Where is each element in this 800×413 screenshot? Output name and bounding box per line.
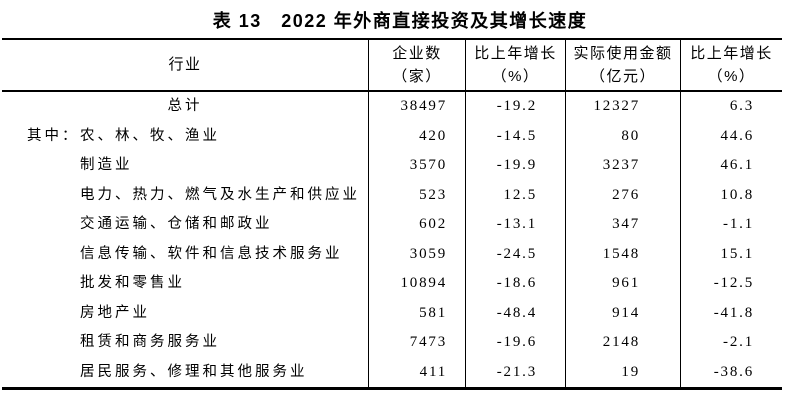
header-amount-growth-label: 比上年增长 [690, 44, 773, 62]
industry-cell: 总计 [2, 92, 368, 122]
header-enterprises-growth-unit: （%） [491, 68, 540, 85]
header-enterprises: 企业数 （家） [368, 40, 465, 90]
industry-cell: 居民服务、修理和其他服务业 [2, 358, 368, 388]
industry-label: 居民服务、修理和其他服务业 [80, 363, 308, 380]
fdi-statistics-table: 行业 企业数 （家） 比上年增长 （%） 实际使用金额 （亿元） 比上年增长 （… [2, 38, 782, 390]
enterprises-value: 411 [368, 357, 465, 387]
industry-cell: 租赁和商务服务业 [2, 328, 368, 358]
enterprises-value: 3570 [368, 151, 465, 181]
amount-growth-value: -41.8 [680, 298, 782, 328]
table-row: 交通运输、仓储和邮政业 602 -13.1 347 -1.1 [2, 210, 782, 240]
industry-cell: 交通运输、仓储和邮政业 [2, 210, 368, 240]
table-row: 居民服务、修理和其他服务业 411 -21.3 19 -38.6 [2, 357, 782, 388]
amount-growth-value: -2.1 [680, 328, 782, 358]
table-title-bar: 表 13 2022 年外商直接投资及其增长速度 [0, 0, 800, 38]
amount-value: 276 [565, 180, 680, 210]
industry-label: 租赁和商务服务业 [80, 334, 220, 350]
amount-growth-value: 44.6 [680, 121, 782, 151]
enterprises-growth-value: 12.5 [465, 180, 565, 210]
table-row: 租赁和商务服务业 7473 -19.6 2148 -2.1 [2, 328, 782, 358]
industry-cell: 制造业 [2, 151, 368, 181]
industry-cell: 电力、热力、燃气及水生产和供应业 [2, 181, 368, 211]
amount-value: 961 [565, 269, 680, 299]
industry-label: 信息传输、软件和信息技术服务业 [80, 245, 343, 262]
table-row: 制造业 3570 -19.9 3237 46.1 [2, 151, 782, 181]
enterprises-value: 7473 [368, 328, 465, 358]
amount-growth-value: -1.1 [680, 210, 782, 240]
table-row: 房地产业 581 -48.4 914 -41.8 [2, 298, 782, 329]
industry-label: 批发和零售业 [80, 275, 185, 291]
industry-label: 电力、热力、燃气及水生产和供应业 [80, 186, 360, 203]
enterprises-value: 10894 [368, 269, 465, 299]
enterprises-value: 523 [368, 180, 465, 210]
table-row: 其中：农、林、牧、渔业 420 -14.5 80 44.6 [2, 121, 782, 152]
amount-value: 914 [565, 298, 680, 328]
header-enterprises-unit: （家） [392, 68, 442, 85]
enterprises-growth-value: -24.5 [465, 239, 565, 269]
amount-value: 12327 [565, 92, 680, 122]
enterprises-growth-value: -19.9 [465, 151, 565, 181]
industry-cell: 信息传输、软件和信息技术服务业 [2, 240, 368, 270]
table-row: 批发和零售业 10894 -18.6 961 -12.5 [2, 269, 782, 299]
header-amount-growth: 比上年增长 （%） [680, 40, 782, 90]
amount-value: 3237 [565, 151, 680, 181]
table-title: 表 13 2022 年外商直接投资及其增长速度 [212, 11, 588, 31]
amount-growth-value: -12.5 [680, 269, 782, 299]
amount-value: 1548 [565, 239, 680, 269]
enterprises-value: 602 [368, 210, 465, 240]
amount-growth-value: 10.8 [680, 180, 782, 210]
enterprises-value: 581 [368, 298, 465, 328]
header-industry-label: 行业 [168, 56, 202, 74]
amount-value: 2148 [565, 328, 680, 358]
enterprises-growth-value: -18.6 [465, 269, 565, 299]
industry-cell: 其中：农、林、牧、渔业 [2, 122, 368, 152]
industry-label: 制造业 [80, 157, 133, 173]
enterprises-growth-value: -19.6 [465, 328, 565, 358]
amount-growth-value: -38.6 [680, 357, 782, 387]
table-row: 电力、热力、燃气及水生产和供应业 523 12.5 276 10.8 [2, 180, 782, 211]
enterprises-value: 3059 [368, 239, 465, 269]
enterprises-growth-value: -14.5 [465, 121, 565, 151]
enterprises-growth-value: -48.4 [465, 298, 565, 328]
header-amount-growth-unit: （%） [707, 68, 756, 85]
amount-growth-value: 46.1 [680, 151, 782, 181]
industry-cell: 批发和零售业 [2, 269, 368, 299]
enterprises-growth-value: -21.3 [465, 357, 565, 387]
header-enterprises-growth: 比上年增长 （%） [465, 40, 565, 90]
amount-value: 80 [565, 121, 680, 151]
row-prefix: 其中： [27, 127, 80, 144]
header-amount-unit: （亿元） [589, 68, 656, 85]
amount-value: 19 [565, 357, 680, 387]
header-enterprises-growth-label: 比上年增长 [474, 44, 557, 62]
header-amount-label: 实际使用金额 [573, 44, 673, 62]
industry-label: 总计 [167, 98, 203, 114]
industry-label: 农、林、牧、渔业 [80, 127, 220, 144]
industry-cell: 房地产业 [2, 299, 368, 329]
amount-value: 347 [565, 210, 680, 240]
table-row: 总计 38497 -19.2 12327 6.3 [2, 92, 782, 122]
enterprises-value: 38497 [368, 92, 465, 122]
header-enterprises-label: 企业数 [392, 44, 442, 62]
table-body: 总计 38497 -19.2 12327 6.3 其中：农、林、牧、渔业 420 -14.5 8… [2, 92, 782, 387]
industry-label: 交通运输、仓储和邮政业 [80, 216, 273, 232]
header-amount: 实际使用金额 （亿元） [565, 40, 680, 90]
header-industry: 行业 [2, 40, 368, 90]
table-header-row: 行业 企业数 （家） 比上年增长 （%） 实际使用金额 （亿元） 比上年增长 （… [2, 40, 782, 92]
amount-growth-value: 6.3 [680, 92, 782, 122]
table-row: 信息传输、软件和信息技术服务业 3059 -24.5 1548 15.1 [2, 239, 782, 270]
enterprises-value: 420 [368, 121, 465, 151]
industry-label: 房地产业 [80, 304, 150, 321]
enterprises-growth-value: -13.1 [465, 210, 565, 240]
enterprises-growth-value: -19.2 [465, 92, 565, 122]
amount-growth-value: 15.1 [680, 239, 782, 269]
